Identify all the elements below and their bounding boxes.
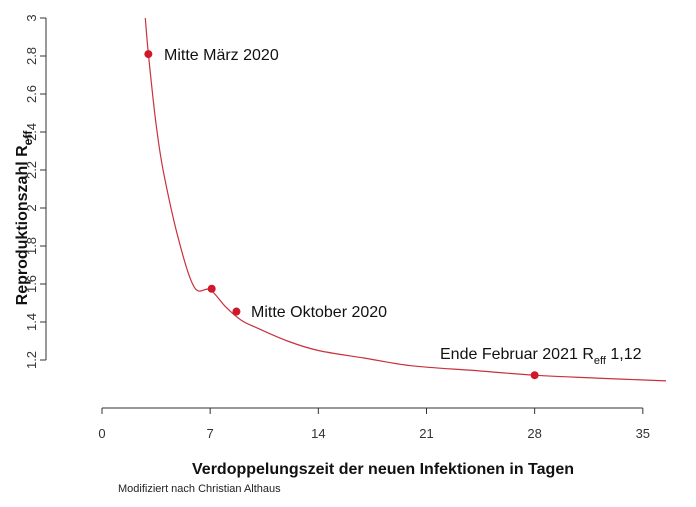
y-tick-label: 3	[24, 14, 39, 21]
data-point	[144, 50, 153, 59]
data-point	[530, 371, 539, 380]
y-axis: 1.2 1.4 1.6 1.8 2 2.2 2.4 2.6 2.8 3	[24, 14, 47, 369]
x-axis: 0 7 14 21 28 35	[98, 407, 650, 441]
y-axis-title-sub: eff	[21, 130, 35, 146]
annotation-oktober-2020: Mitte Oktober 2020	[251, 304, 387, 321]
y-tick-label: 2	[24, 204, 39, 211]
data-points	[144, 50, 539, 380]
annotation-maerz-2020: Mitte März 2020	[164, 47, 279, 64]
annotation-februar-sub: eff	[594, 355, 607, 367]
annotation-februar-2021: Ende Februar 2021 Reff 1,12	[440, 346, 642, 367]
x-tick-label: 28	[527, 426, 541, 441]
annotation-februar-tail: 1,12	[606, 346, 642, 363]
x-tick-label: 7	[207, 426, 214, 441]
y-tick-label: 2.2	[24, 161, 39, 179]
y-axis-title-main: Reproduktionszahl R	[14, 145, 31, 305]
x-tick-label: 14	[311, 426, 325, 441]
y-tick-label: 1.4	[24, 313, 39, 331]
x-tick-label: 35	[636, 426, 650, 441]
y-tick-label: 2.4	[24, 123, 39, 141]
x-tick-label: 21	[419, 426, 433, 441]
y-tick-label: 2.8	[24, 47, 39, 65]
data-point	[232, 307, 241, 316]
y-tick-label: 1.6	[24, 275, 39, 293]
x-tick-label: 0	[98, 426, 105, 441]
y-tick-label: 1.2	[24, 351, 39, 369]
y-tick-label: 2.6	[24, 85, 39, 103]
data-point	[207, 284, 216, 293]
y-tick-label: 1.8	[24, 237, 39, 255]
annotation-februar-main: Ende Februar 2021 R	[440, 346, 594, 363]
source-credit: Modifiziert nach Christian Althaus	[118, 483, 281, 495]
y-axis-title: Reproduktionszahl Reff	[14, 130, 35, 306]
x-axis-title: Verdoppelungszeit der neuen Infektionen …	[192, 461, 574, 478]
reproduction-curve	[144, 17, 667, 382]
